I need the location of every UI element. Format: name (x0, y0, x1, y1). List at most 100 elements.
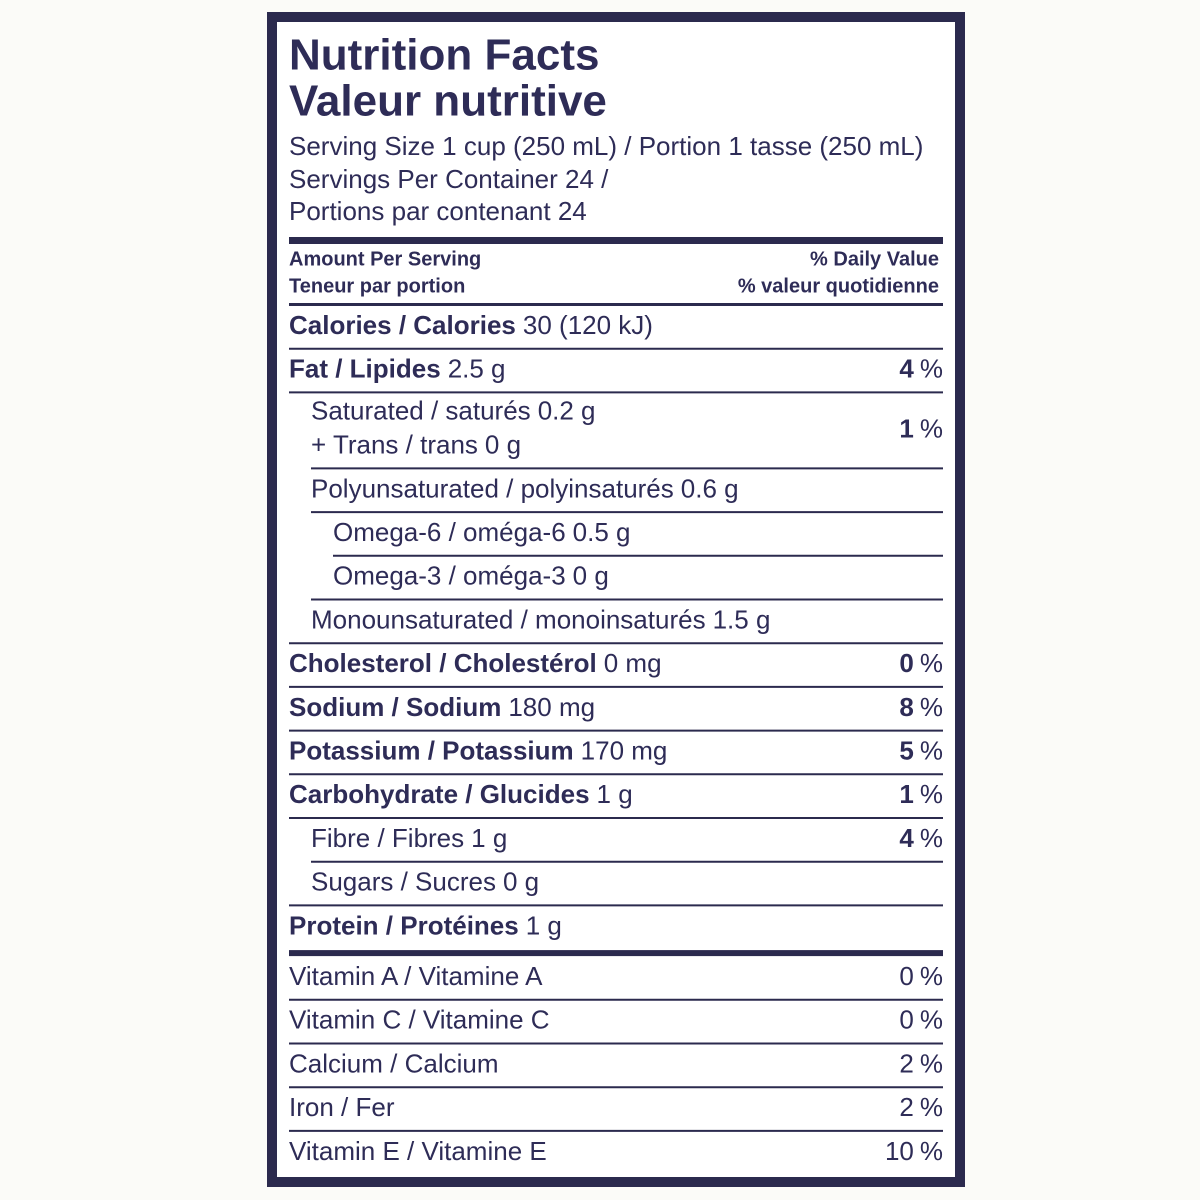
nutrient-text: Vitamin C / Vitamine C (289, 1005, 550, 1035)
nutrient-label: Calories / Calories (289, 310, 516, 340)
nutrient-label: + Trans / trans (311, 429, 478, 459)
nutrient-amount: 0 g (485, 429, 521, 459)
dv-number: 1 (899, 779, 913, 809)
nutrient-text: Sodium / Sodium 180 mg (289, 692, 595, 722)
dv-unit: % (920, 692, 943, 722)
dv-unit: % (920, 353, 943, 383)
dv-unit: % (920, 823, 943, 853)
nutrient-label: Omega-3 / oméga-3 (333, 561, 566, 591)
nutrient-amount: 0.5 g (573, 517, 631, 547)
nutrient-label: Protein / Protéines (289, 910, 519, 940)
nutrient-label: Sugars / Sucres (311, 866, 496, 896)
amount-header: Amount Per Serving (289, 248, 481, 270)
nutrient-text: + Trans / trans 0 g (311, 429, 521, 459)
daily-value: 0% (899, 961, 943, 991)
nutrient-label: Vitamin A / Vitamine A (289, 961, 543, 991)
daily-value: 5% (899, 735, 943, 765)
nutrient-text: Cholesterol / Cholestérol 0 mg (289, 648, 662, 678)
nutrient-label: Sodium / Sodium (289, 692, 501, 722)
nutrient-text: Calories / Calories 30 (120 kJ) (289, 310, 653, 340)
dv-unit: % (920, 413, 943, 443)
nutrient-label: Omega-6 / oméga-6 (333, 517, 566, 547)
dv-number: 10 (885, 1136, 914, 1166)
thick-rule (289, 237, 943, 244)
dv-number: 4 (899, 823, 914, 853)
daily-value: 2% (899, 1092, 943, 1122)
daily-value: 1% (899, 779, 943, 809)
nutrient-text: Fat / Lipides 2.5 g (289, 353, 506, 383)
nutrient-text: Saturated / saturés 0.2 g (311, 395, 596, 425)
dv-number: 2 (899, 1048, 913, 1078)
nutrient-text: Polyunsaturated / polyinsaturés 0.6 g (311, 473, 739, 503)
nutrient-text: Omega-3 / oméga-3 0 g (333, 561, 609, 591)
nutrient-label: Iron / Fer (289, 1092, 395, 1122)
dv-unit: % (920, 1092, 943, 1122)
nutrient-text: Carbohydrate / Glucides 1 g (289, 779, 633, 809)
dv-header: % Daily Value (810, 248, 939, 270)
daily-value: 0% (899, 1005, 943, 1035)
nutrient-text: Vitamin E / Vitamine E (289, 1136, 547, 1166)
dv-number: 0 (899, 1005, 913, 1035)
dv-unit: % (920, 1005, 943, 1035)
daily-value: 4% (899, 823, 943, 853)
servings-per-container-fr: Portions par contenant 24 (289, 196, 587, 226)
nutrient-label: Fat / Lipides (289, 353, 441, 383)
dv-unit: % (920, 1048, 943, 1078)
servings-per-container: Servings Per Container 24 / (289, 164, 609, 194)
nutrient-label: Vitamin C / Vitamine C (289, 1005, 550, 1035)
title-fr: Valeur nutritive (289, 77, 607, 126)
nutrient-amount: 2.5 g (448, 353, 506, 383)
nutrient-label: Carbohydrate / Glucides (289, 779, 590, 809)
dv-unit: % (920, 779, 943, 809)
nutrient-label: Saturated / saturés (311, 395, 531, 425)
dv-unit: % (920, 1136, 943, 1166)
nutrient-label: Fibre / Fibres (311, 823, 464, 853)
daily-value: 2% (899, 1048, 943, 1078)
dv-unit: % (920, 648, 943, 678)
dv-number: 8 (899, 692, 913, 722)
nutrient-amount: 30 (120 kJ) (523, 310, 653, 340)
nutrient-text: Calcium / Calcium (289, 1048, 499, 1078)
dv-number: 0 (899, 961, 913, 991)
nutrient-amount: 0.6 g (681, 473, 739, 503)
nutrient-amount: 0 g (573, 561, 609, 591)
dv-number: 4 (899, 353, 914, 383)
nutrient-label: Calcium / Calcium (289, 1048, 499, 1078)
nutrient-amount: 0.2 g (538, 395, 596, 425)
nutrient-label: Polyunsaturated / polyinsaturés (311, 473, 674, 503)
daily-value: 10% (885, 1136, 943, 1166)
nutrient-text: Omega-6 / oméga-6 0.5 g (333, 517, 631, 547)
title: Nutrition Facts (289, 31, 599, 80)
nutrient-amount: 170 mg (581, 735, 668, 765)
dv-number: 5 (899, 735, 913, 765)
nutrient-amount: 180 mg (508, 692, 595, 722)
dv-unit: % (920, 735, 943, 765)
daily-value: 0% (899, 648, 943, 678)
daily-value: 1% (899, 413, 943, 443)
nutrient-amount: 0 mg (604, 648, 662, 678)
dv-header-fr: % valeur quotidienne (738, 275, 939, 297)
thick-rule (289, 950, 943, 957)
nutrient-text: Monounsaturated / monoinsaturés 1.5 g (311, 604, 770, 634)
nutrient-text: Potassium / Potassium 170 mg (289, 735, 667, 765)
medium-rule (289, 303, 943, 306)
nutrient-amount: 1 g (526, 910, 562, 940)
nutrient-label: Monounsaturated / monoinsaturés (311, 604, 706, 634)
nutrient-amount: 1.5 g (713, 604, 771, 634)
nutrient-label: Vitamin E / Vitamine E (289, 1136, 547, 1166)
nutrient-text: Vitamin A / Vitamine A (289, 961, 543, 991)
nutrient-amount: 1 g (597, 779, 633, 809)
serving-size: Serving Size 1 cup (250 mL) / Portion 1 … (289, 131, 923, 161)
dv-unit: % (920, 961, 943, 991)
nutrient-amount: 1 g (471, 823, 507, 853)
nutrient-text: Iron / Fer (289, 1092, 395, 1122)
amount-header-fr: Teneur par portion (289, 275, 465, 297)
daily-value: 8% (899, 692, 943, 722)
nutrient-text: Protein / Protéines 1 g (289, 910, 562, 940)
dv-number: 0 (899, 648, 913, 678)
dv-number: 2 (899, 1092, 913, 1122)
daily-value: 4% (899, 353, 943, 383)
nutrient-label: Potassium / Potassium (289, 735, 574, 765)
